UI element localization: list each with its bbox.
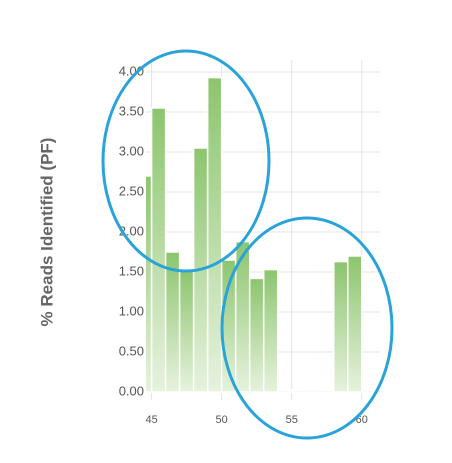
annotation-ellipse: [220, 216, 394, 440]
x-tick-label: 45: [145, 414, 157, 426]
bar: [304, 389, 321, 393]
y-tick-label: 3.50: [119, 103, 144, 118]
y-tick-label: 1.00: [119, 303, 144, 318]
bar: [318, 389, 335, 393]
y-tick-label: 3.00: [119, 143, 144, 158]
bar: [164, 251, 181, 393]
bar: [276, 389, 293, 393]
bar: [178, 269, 195, 393]
y-axis-label: % Reads Identified (PF): [37, 138, 56, 327]
annotation-ellipse: [101, 49, 271, 273]
bar: [361, 389, 377, 393]
bar: [290, 389, 307, 393]
y-tick-label: 2.50: [119, 183, 144, 198]
y-tick-label: 4.00: [119, 63, 144, 78]
y-tick-label: 1.50: [119, 263, 144, 278]
bar: [333, 260, 349, 393]
x-tick-label: 55: [286, 414, 298, 426]
bar: [262, 268, 279, 393]
bar: [146, 175, 153, 393]
bar: [347, 255, 363, 393]
x-tick-label: 50: [216, 414, 228, 426]
bar: [150, 107, 167, 393]
y-tick-label: 0.00: [119, 383, 144, 398]
bar: [206, 76, 223, 393]
bar: [248, 277, 265, 393]
y-tick-label: 0.50: [119, 343, 144, 358]
